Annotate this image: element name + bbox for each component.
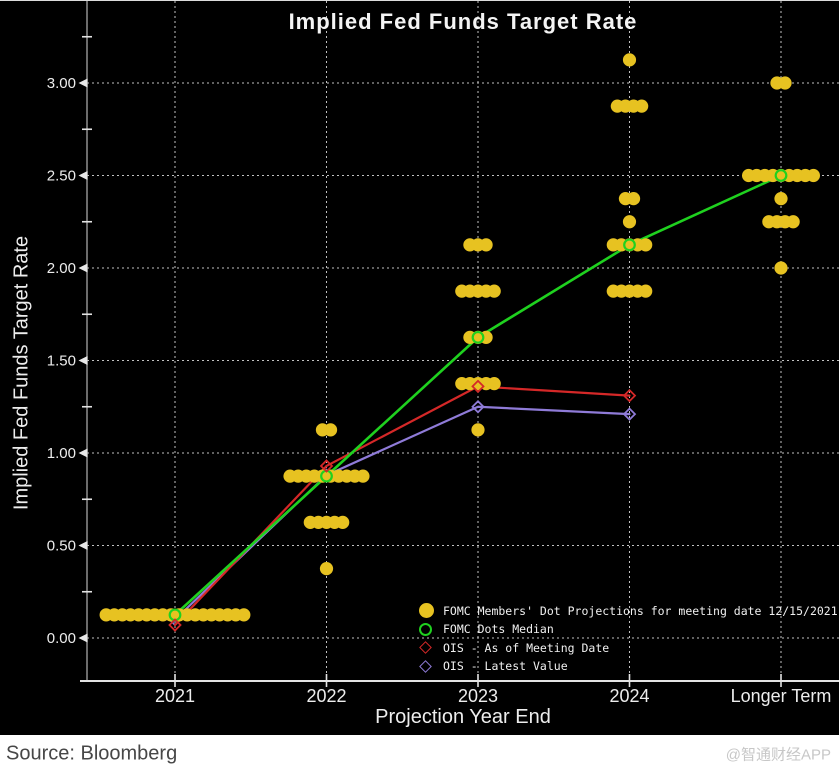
legend-label: FOMC Dots Median — [443, 622, 554, 636]
svg-text:3.00: 3.00 — [47, 75, 76, 92]
svg-text:2023: 2023 — [458, 686, 498, 706]
legend-item-ois-latest: OIS - Latest Value — [416, 659, 838, 674]
x-axis-title: Projection Year End — [375, 706, 551, 728]
svg-text:2.00: 2.00 — [47, 260, 76, 277]
open-circle-icon — [419, 622, 432, 636]
y-axis-title: Implied Fed Funds Target Rate — [10, 235, 33, 511]
svg-text:Longer Term: Longer Term — [731, 686, 832, 706]
figure-footer: Source: Bloomberg @智通财经APP — [0, 735, 839, 772]
svg-text:1.00: 1.00 — [47, 445, 76, 462]
svg-text:2022: 2022 — [306, 686, 346, 706]
purple-diamond-icon — [419, 659, 432, 673]
dot-plot-svg: 0.00 0.50 1.00 1.50 2.00 2.50 3.00 2021 2022 2023… — [47, 1, 839, 706]
svg-text:2021: 2021 — [155, 686, 195, 706]
legend-label: FOMC Members' Dot Projections for meetin… — [443, 603, 838, 618]
chart-legend: FOMC Members' Dot Projections for meetin… — [416, 603, 838, 677]
svg-text:0.50: 0.50 — [47, 538, 76, 555]
svg-text:2024: 2024 — [609, 686, 649, 706]
dot-plot-chart: 0.00 0.50 1.00 1.50 2.00 2.50 3.00 2021 2022 2023… — [0, 0, 839, 735]
legend-item-fomc-dots: FOMC Members' Dot Projections for meetin… — [416, 603, 838, 618]
svg-text:0.00: 0.00 — [47, 630, 76, 647]
watermark-text: @智通财经APP — [725, 746, 831, 763]
legend-label: OIS - As of Meeting Date — [443, 640, 610, 655]
svg-text:2.50: 2.50 — [47, 168, 76, 185]
source-text: Source: Bloomberg — [6, 742, 178, 764]
yellow-dot-icon — [419, 603, 434, 618]
chart-title: Implied Fed Funds Target Rate — [288, 9, 638, 34]
legend-item-fomc-median: FOMC Dots Median — [416, 622, 838, 637]
legend-item-ois-meeting: OIS - As of Meeting Date — [416, 640, 838, 655]
svg-text:1.50: 1.50 — [47, 353, 76, 370]
legend-label: OIS - Latest Value — [443, 659, 568, 673]
red-diamond-icon — [419, 641, 432, 654]
